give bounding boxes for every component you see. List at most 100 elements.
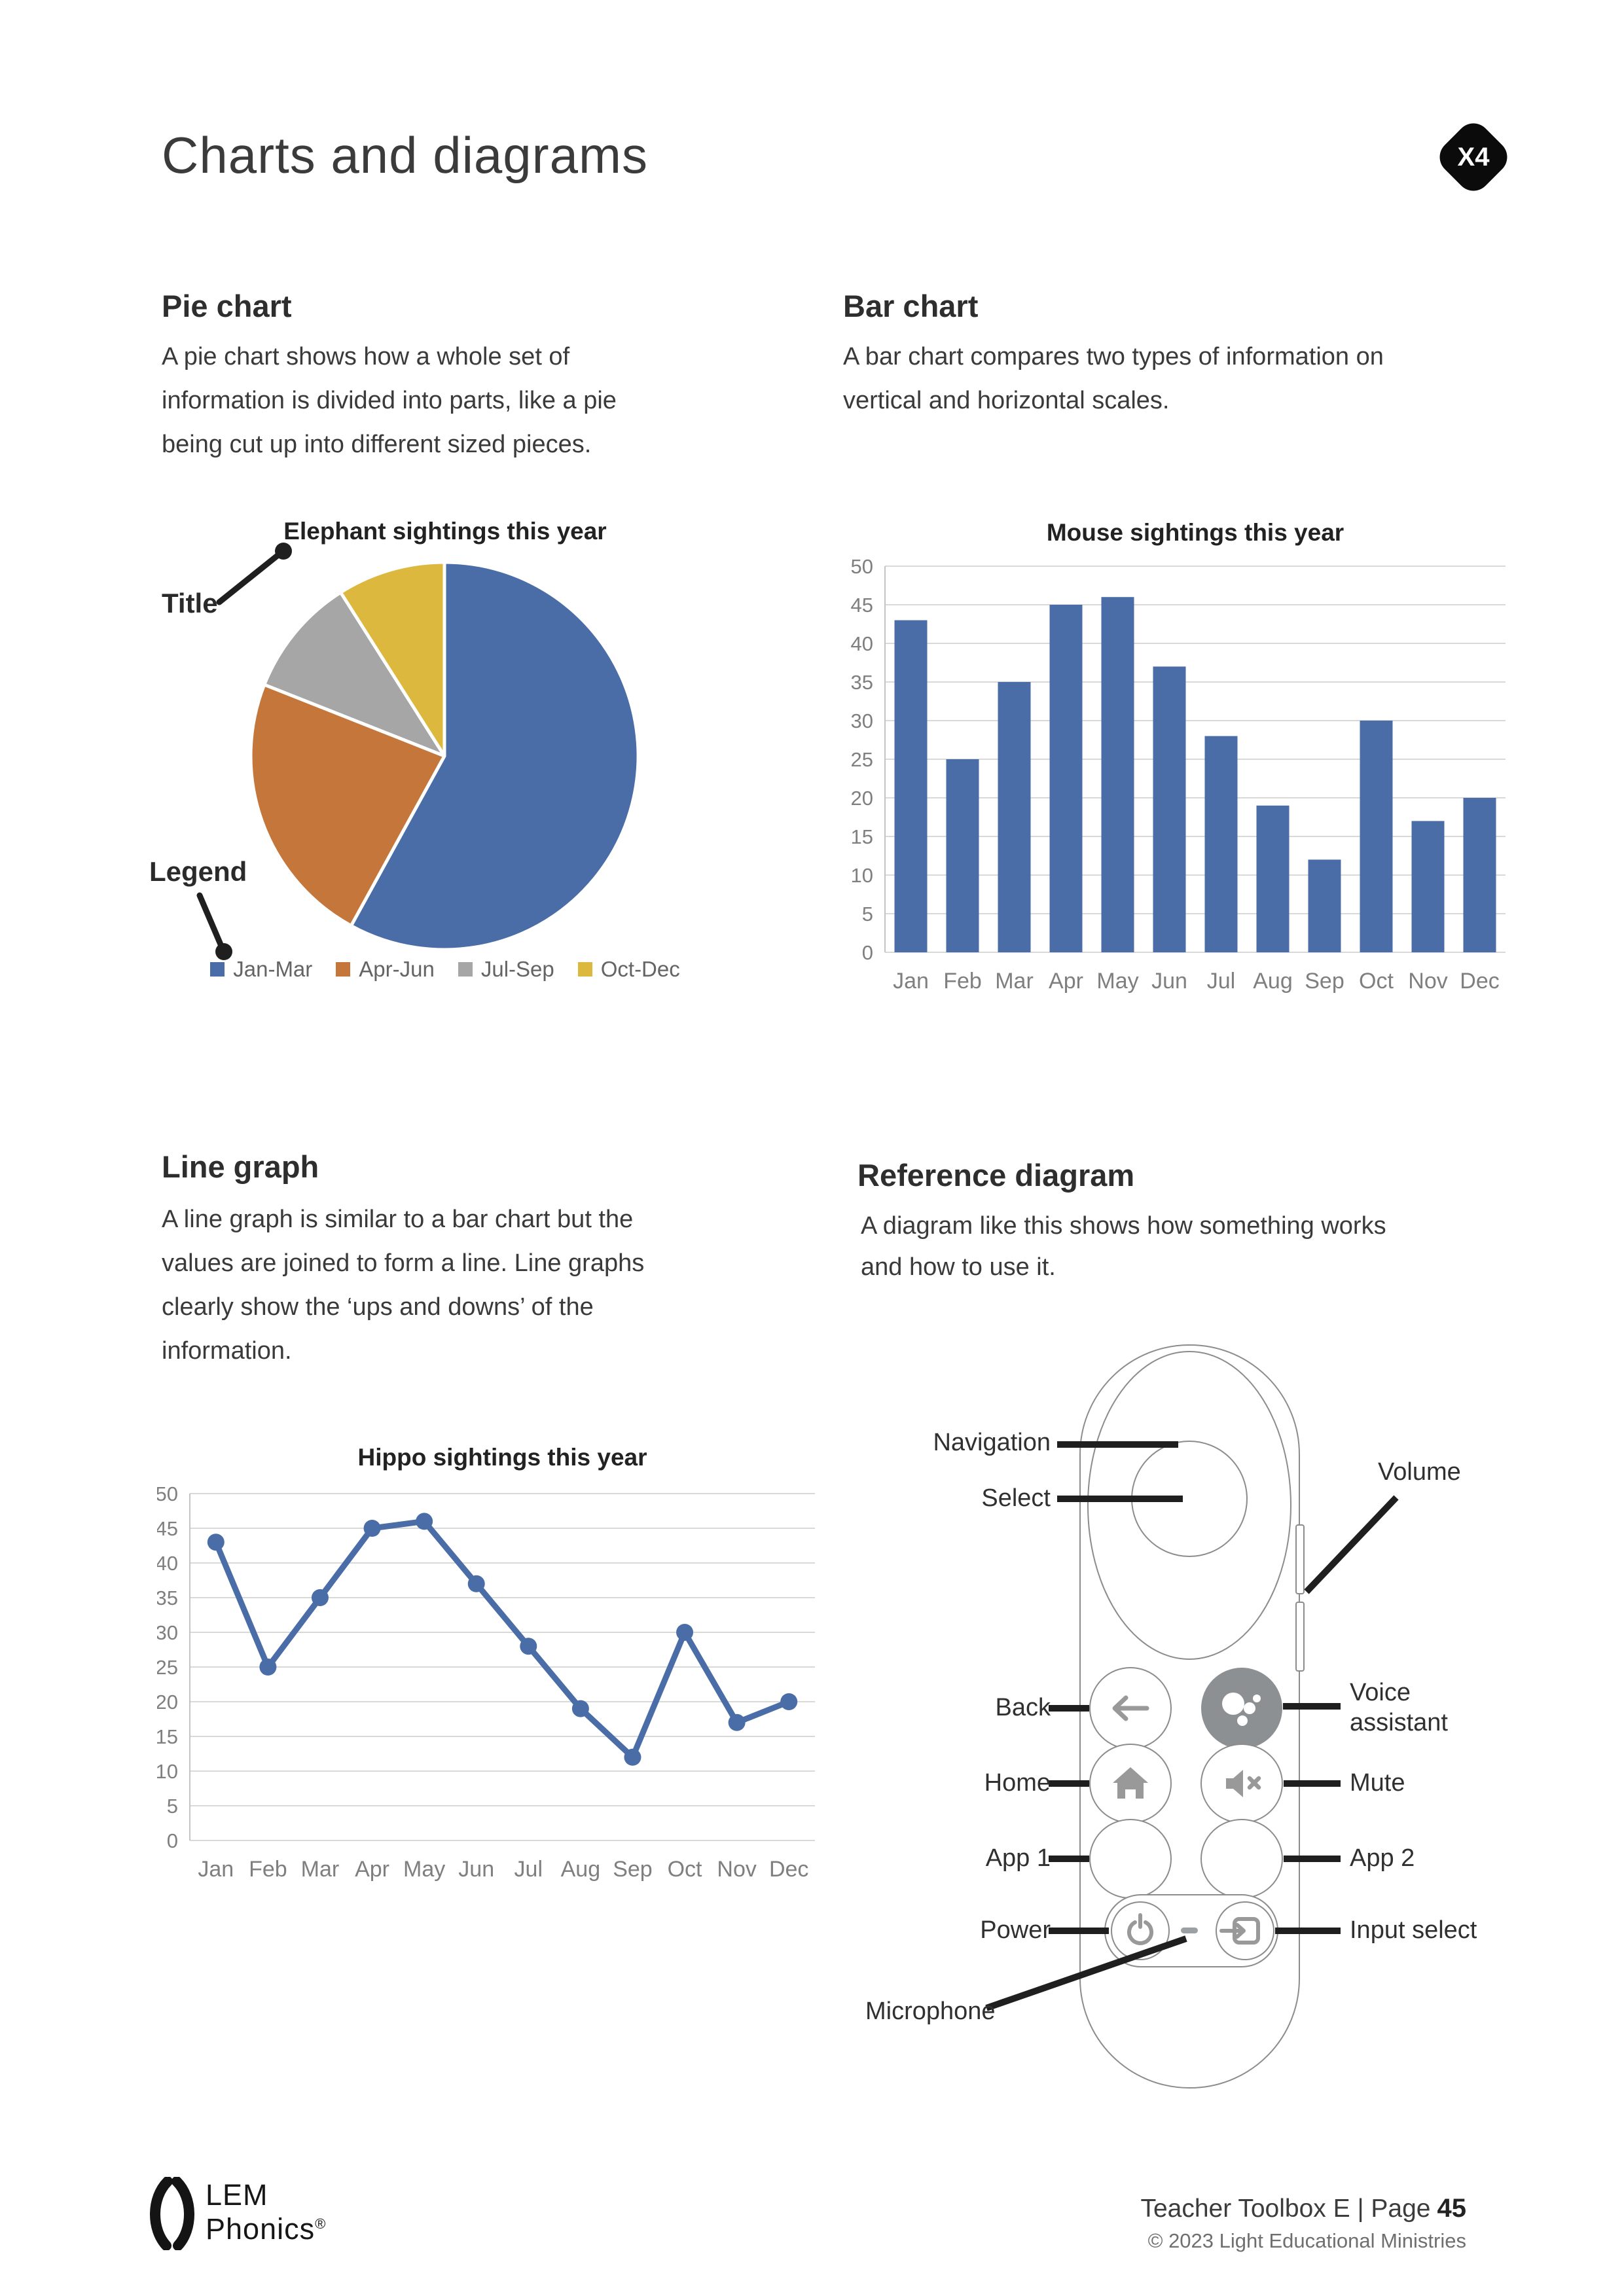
logo-text-lem: LEM bbox=[206, 2178, 268, 2212]
pie-body-line: information is divided into parts, like … bbox=[162, 387, 617, 414]
x-tick-label: Dec bbox=[769, 1857, 808, 1882]
data-point-May bbox=[416, 1513, 433, 1530]
bar-chart-title: Mouse sightings this year bbox=[1046, 519, 1344, 546]
x-tick-label: Jun bbox=[458, 1857, 494, 1882]
x-tick-label: Feb bbox=[943, 969, 982, 994]
legend-item: Jan-Mar bbox=[210, 957, 312, 982]
data-point-Mar bbox=[311, 1589, 329, 1606]
bar-Mar bbox=[998, 682, 1031, 952]
reference-section-body: A diagram like this shows how something … bbox=[861, 1206, 1386, 1288]
app1-button bbox=[1089, 1819, 1172, 1899]
title-annotation-dot bbox=[275, 543, 292, 560]
bar-Aug bbox=[1256, 805, 1290, 952]
x-tick-label: Apr bbox=[1049, 969, 1083, 994]
power-icon bbox=[1127, 1913, 1153, 1945]
volume-line bbox=[1304, 1495, 1399, 1594]
x-tick-label: Apr bbox=[355, 1857, 389, 1882]
app2-button bbox=[1200, 1819, 1283, 1899]
footer-copyright: © 2023 Light Educational Ministries bbox=[1147, 2229, 1466, 2252]
bar-section-heading: Bar chart bbox=[843, 289, 979, 323]
microphone-hole bbox=[1181, 1928, 1198, 1933]
unit-badge: X4 bbox=[1432, 116, 1515, 198]
bar-Oct bbox=[1360, 721, 1393, 952]
data-point-Jun bbox=[467, 1575, 485, 1592]
bar-Jul bbox=[1204, 736, 1238, 952]
input-select-icon bbox=[1219, 1917, 1260, 1945]
pie-section-heading: Pie chart bbox=[162, 289, 292, 323]
label-mute: Mute bbox=[1350, 1769, 1405, 1797]
line-chart: 0 5 10 15 20 25 30 35 40 45 50 Jan Feb Mar Apr May Jun Ju… bbox=[157, 1482, 815, 1882]
x-tick-label: Jan bbox=[198, 1857, 234, 1882]
y-tick-label: 25 bbox=[157, 1656, 178, 1679]
title-annotation-line bbox=[216, 549, 285, 605]
x-tick-label: Nov bbox=[717, 1857, 756, 1882]
y-tick-label: 35 bbox=[851, 671, 873, 694]
y-tick-label: 10 bbox=[157, 1760, 178, 1783]
reference-section-heading: Reference diagram bbox=[857, 1158, 1135, 1193]
page-number: 45 bbox=[1437, 2194, 1467, 2223]
line-series bbox=[213, 1518, 792, 1761]
reference-body-line: and how to use it. bbox=[861, 1253, 1056, 1281]
label-volume: Volume bbox=[1378, 1458, 1461, 1486]
data-point-Jan bbox=[207, 1534, 225, 1551]
y-tick-label: 20 bbox=[157, 1691, 178, 1713]
line-section-heading: Line graph bbox=[162, 1149, 319, 1184]
legend-annotation-dot bbox=[215, 943, 232, 960]
legend-swatch bbox=[577, 962, 592, 977]
pie-body-line: being cut up into different sized pieces… bbox=[162, 431, 592, 458]
y-tick-label: 50 bbox=[851, 555, 873, 578]
x-tick-label: Mar bbox=[301, 1857, 340, 1882]
label-select: Select bbox=[981, 1484, 1051, 1512]
pie-legend: Jan-Mar Apr-Jun Jul-Sep Oct-Dec bbox=[183, 957, 707, 982]
data-point-Apr bbox=[363, 1520, 381, 1537]
data-point-Nov bbox=[728, 1713, 746, 1731]
legend-item: Jul-Sep bbox=[458, 957, 554, 982]
legend-label: Jul-Sep bbox=[480, 957, 554, 981]
bar-Nov bbox=[1411, 821, 1445, 952]
data-point-Aug bbox=[571, 1700, 589, 1717]
y-tick-label: 25 bbox=[851, 748, 873, 771]
volume-down-button bbox=[1295, 1602, 1305, 1672]
data-point-Oct bbox=[676, 1624, 694, 1641]
bar-body-line: A bar chart compares two types of inform… bbox=[843, 343, 1384, 370]
x-tick-label: May bbox=[403, 1857, 445, 1882]
reference-body-line: A diagram like this shows how something … bbox=[861, 1212, 1386, 1240]
bar-May bbox=[1101, 597, 1134, 952]
pie-annotation-lines bbox=[196, 543, 292, 960]
y-tick-label: 50 bbox=[157, 1482, 178, 1505]
label-home: Home bbox=[984, 1769, 1051, 1797]
label-voice-assistant: Voice assistant bbox=[1350, 1679, 1448, 1736]
bar-chart: 0 5 10 15 20 25 30 35 40 45 50 Jan Feb Mar Apr May Jun Ju… bbox=[851, 555, 1506, 994]
remote-connector-lines bbox=[985, 1441, 1399, 2011]
x-tick-label: Mar bbox=[995, 969, 1034, 994]
label-power: Power bbox=[980, 1916, 1051, 1944]
pie-legend-annotation-label: Legend bbox=[149, 856, 247, 887]
bar-body-line: vertical and horizontal scales. bbox=[843, 387, 1170, 414]
bar-Sep bbox=[1308, 859, 1341, 952]
lem-logo-icon bbox=[150, 2177, 194, 2250]
y-tick-label: 45 bbox=[851, 594, 873, 617]
y-tick-label: 15 bbox=[157, 1725, 178, 1748]
x-tick-label: Dec bbox=[1460, 969, 1499, 994]
x-tick-label: Sep bbox=[613, 1857, 653, 1882]
x-tick-label: Sep bbox=[1305, 969, 1344, 994]
bar-section-body: A bar chart compares two types of inform… bbox=[843, 335, 1384, 423]
legend-swatch bbox=[458, 962, 473, 977]
y-tick-label: 40 bbox=[851, 632, 873, 655]
legend-label: Jan-Mar bbox=[233, 957, 313, 981]
label-back: Back bbox=[995, 1694, 1051, 1721]
x-tick-label: Jun bbox=[1151, 969, 1187, 994]
pie-slice-Oct-Dec bbox=[338, 560, 446, 758]
pie-title-annotation-label: Title bbox=[162, 588, 218, 619]
label-app2: App 2 bbox=[1350, 1844, 1415, 1872]
footer-page-info: Teacher Toolbox E | Page 45 bbox=[1140, 2194, 1466, 2223]
bar-Jun bbox=[1153, 666, 1186, 952]
x-tick-label: May bbox=[1096, 969, 1138, 994]
pie-slice-Jan-Mar bbox=[349, 560, 640, 952]
pie-body-line: A pie chart shows how a whole set of bbox=[162, 343, 570, 370]
home-icon bbox=[1113, 1767, 1148, 1799]
label-input-select: Input select bbox=[1350, 1916, 1477, 1944]
y-tick-label: 30 bbox=[851, 709, 873, 732]
legend-label: Oct-Dec bbox=[600, 957, 680, 981]
y-tick-label: 5 bbox=[862, 903, 873, 925]
